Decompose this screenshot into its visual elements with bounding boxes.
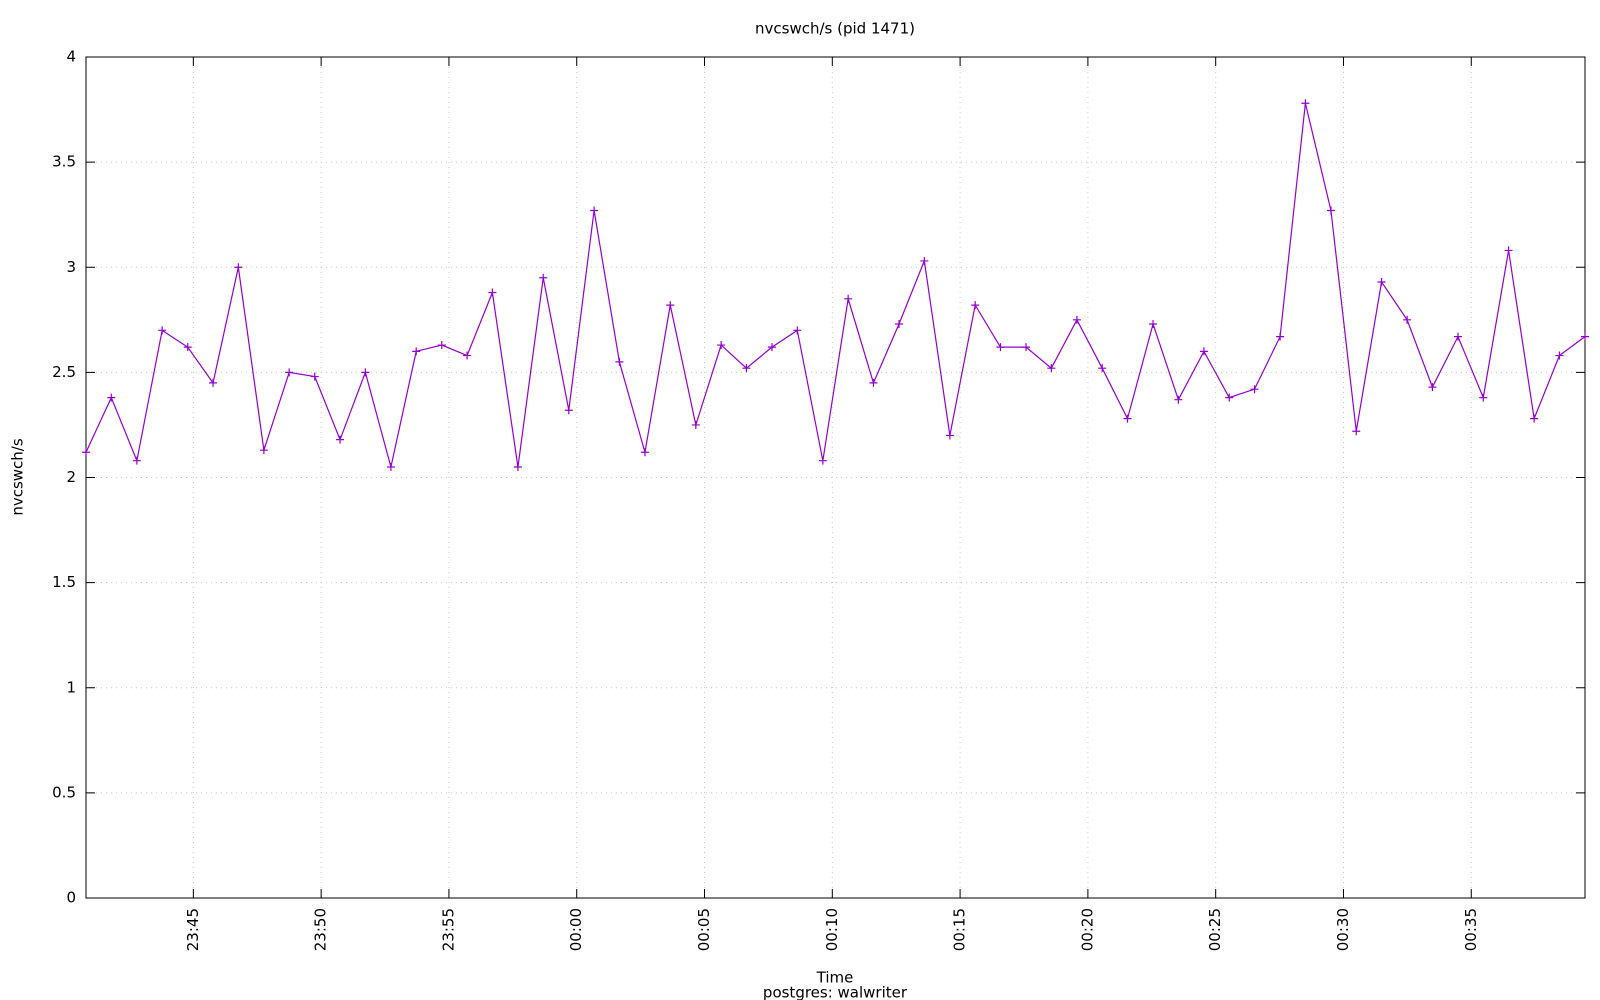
data-point: [1149, 320, 1158, 329]
data-point: [463, 351, 472, 360]
data-point: [691, 420, 700, 429]
x-tick-label: 00:00: [567, 908, 585, 951]
data-point: [1504, 246, 1513, 255]
data-point: [590, 206, 599, 215]
data-point: [1123, 414, 1132, 423]
x-tick-label: 00:30: [1334, 908, 1352, 951]
x-tick-label: 00:10: [823, 908, 841, 951]
x-tick-label: 23:50: [312, 908, 330, 951]
data-point: [259, 446, 268, 455]
chart-title: nvcswch/s (pid 1471): [755, 20, 915, 38]
plot-frame: [85, 56, 1586, 899]
data-point: [1301, 99, 1310, 108]
y-tick-label: 2.5: [52, 363, 76, 381]
y-tick-label: 2: [66, 468, 76, 486]
data-point: [742, 364, 751, 373]
data-point: [996, 343, 1005, 352]
chart-subtitle: postgres: walwriter: [763, 984, 908, 1000]
data-point: [1453, 332, 1462, 341]
data-point: [666, 301, 675, 310]
data-point: [234, 263, 243, 272]
data-line: [85, 103, 1586, 468]
x-tick-label: 23:55: [439, 908, 457, 951]
data-point: [1479, 393, 1488, 402]
data-point: [412, 347, 421, 356]
data-point: [361, 368, 370, 377]
data-point: [285, 368, 294, 377]
data-point: [1072, 315, 1081, 324]
data-point: [1199, 347, 1208, 356]
data-point: [183, 343, 192, 352]
data-point: [793, 326, 802, 335]
data-point: [767, 343, 776, 352]
data-point: [1250, 385, 1259, 394]
x-tick-label: 00:15: [951, 908, 969, 951]
y-tick-label: 0: [66, 889, 76, 907]
data-point: [437, 341, 446, 350]
data-point: [1098, 364, 1107, 373]
y-tick-label: 1.5: [52, 573, 76, 591]
data-point: [1326, 206, 1335, 215]
data-point: [539, 273, 548, 282]
data-point: [1555, 351, 1564, 360]
data-point: [1428, 383, 1437, 392]
data-point: [1377, 277, 1386, 286]
data-point: [310, 372, 319, 381]
y-tick-label: 1: [66, 678, 76, 696]
data-point: [107, 393, 116, 402]
data-point: [1276, 332, 1285, 341]
data-point: [513, 462, 522, 471]
y-tick-label: 0.5: [52, 783, 76, 801]
data-point: [1225, 393, 1234, 402]
data-point: [1403, 315, 1412, 324]
data-point: [564, 406, 573, 415]
data-point: [895, 320, 904, 329]
data-point: [132, 456, 141, 465]
data-point: [386, 462, 395, 471]
data-point: [1022, 343, 1031, 352]
x-tick-label: 23:45: [184, 908, 202, 951]
data-point: [844, 294, 853, 303]
x-axis-label: Time: [816, 969, 854, 987]
data-point: [971, 301, 980, 310]
data-point: [818, 456, 827, 465]
data-point: [869, 378, 878, 387]
data-point: [82, 448, 90, 457]
data-point: [920, 256, 929, 265]
y-tick-label: 4: [66, 48, 76, 66]
data-point: [717, 341, 726, 350]
data-point: [158, 326, 167, 335]
y-axis-label: nvcswch/s: [9, 438, 27, 516]
x-tick-label: 00:35: [1462, 908, 1480, 951]
y-tick-label: 3.5: [52, 153, 76, 171]
x-tick-label: 00:05: [695, 908, 713, 951]
data-point: [1530, 414, 1539, 423]
data-point: [1352, 427, 1361, 436]
x-tick-label: 00:20: [1078, 908, 1096, 951]
data-point: [336, 435, 345, 444]
y-tick-label: 3: [66, 258, 76, 276]
data-point: [945, 431, 954, 440]
data-point: [1581, 332, 1589, 341]
data-point: [488, 288, 497, 297]
data-point: [1174, 395, 1183, 404]
data-point: [640, 448, 649, 457]
data-point: [1047, 364, 1056, 373]
x-tick-label: 00:25: [1206, 908, 1224, 951]
data-point: [209, 378, 218, 387]
data-point: [615, 357, 624, 366]
